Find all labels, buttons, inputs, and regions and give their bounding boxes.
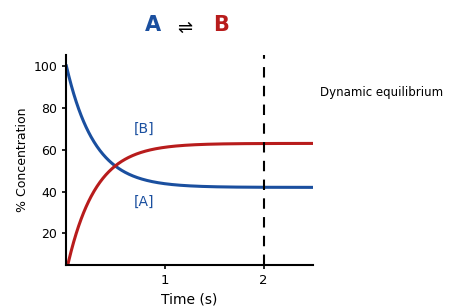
Text: A: A — [145, 15, 161, 35]
Text: B: B — [213, 15, 229, 35]
Y-axis label: % Concentration: % Concentration — [16, 108, 29, 213]
Text: [A]: [A] — [133, 195, 154, 209]
Text: ⇌: ⇌ — [177, 18, 192, 36]
Text: Dynamic equilibrium: Dynamic equilibrium — [320, 86, 443, 99]
X-axis label: Time (s): Time (s) — [162, 293, 218, 306]
Text: [B]: [B] — [133, 122, 154, 136]
